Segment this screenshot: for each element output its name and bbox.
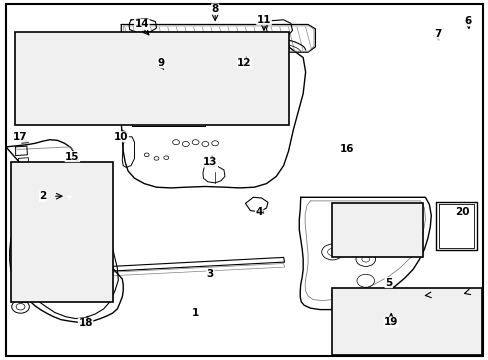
Text: 17: 17 bbox=[13, 132, 28, 142]
Text: 4: 4 bbox=[255, 207, 263, 217]
Text: 13: 13 bbox=[203, 157, 217, 167]
Text: 19: 19 bbox=[383, 317, 398, 327]
Text: 20: 20 bbox=[454, 207, 468, 217]
Text: 12: 12 bbox=[237, 58, 251, 68]
Text: 5: 5 bbox=[385, 278, 391, 288]
Bar bbox=[11, 162, 113, 302]
Text: 9: 9 bbox=[158, 58, 164, 68]
Bar bbox=[331, 203, 423, 257]
Text: 2: 2 bbox=[40, 191, 46, 201]
Text: 11: 11 bbox=[256, 15, 271, 25]
Text: 16: 16 bbox=[339, 144, 354, 154]
Text: 8: 8 bbox=[211, 4, 218, 14]
Circle shape bbox=[64, 193, 74, 200]
Text: 7: 7 bbox=[433, 29, 441, 39]
Text: 18: 18 bbox=[78, 318, 93, 328]
Bar bbox=[331, 288, 481, 355]
Text: 14: 14 bbox=[134, 19, 149, 30]
Bar bbox=[15, 32, 288, 125]
Text: 6: 6 bbox=[464, 16, 471, 26]
Text: 1: 1 bbox=[192, 308, 199, 318]
Text: 15: 15 bbox=[65, 152, 80, 162]
Text: 10: 10 bbox=[114, 132, 128, 142]
Text: 3: 3 bbox=[206, 269, 213, 279]
